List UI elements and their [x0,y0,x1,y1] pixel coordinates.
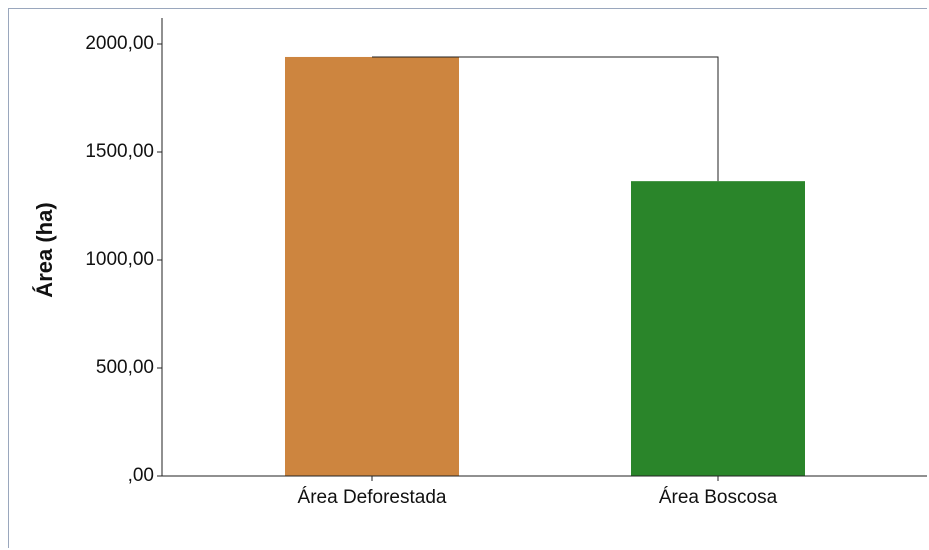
y-tick-label: ,00 [128,465,154,486]
x-category-label: Área Boscosa [659,487,778,508]
connector-bracket [372,56,719,182]
y-tick-label: 500,00 [96,357,154,378]
y-tick-label: 1500,00 [85,141,154,162]
x-categories-group: Área Deforestada Área Boscosa [298,476,778,508]
y-axis-title: Área (ha) [32,202,57,297]
bar [285,56,459,477]
x-category-label: Área Deforestada [298,487,447,508]
bar [631,181,805,476]
bars-group [285,56,805,477]
y-tick-label: 2000,00 [85,33,154,54]
y-tick-label: 1000,00 [85,249,154,270]
y-ticks-group: ,00 500,00 1000,00 1500,00 2000,00 [85,33,162,486]
